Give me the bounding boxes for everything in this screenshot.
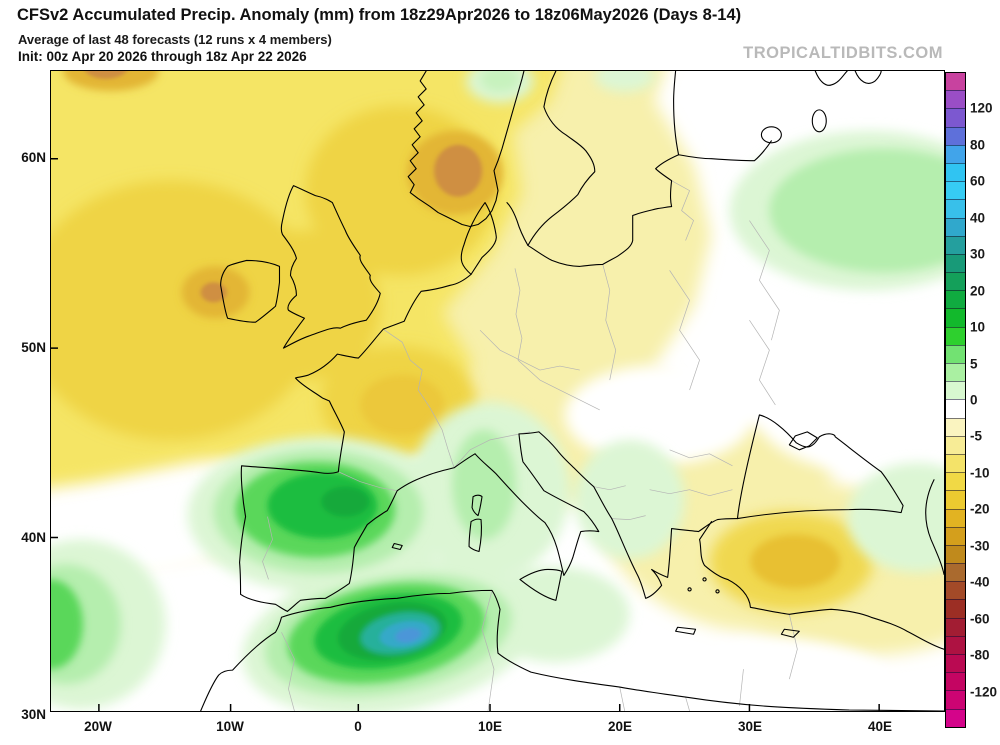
colorbar-segment bbox=[946, 344, 965, 363]
lon-label-20W: 20W bbox=[84, 719, 112, 734]
colorbar-segment bbox=[946, 672, 965, 691]
colorbar-segment bbox=[946, 253, 965, 273]
colorbar-segment bbox=[946, 435, 965, 454]
lat-label-50N: 50N bbox=[21, 340, 46, 355]
colorbar-segment bbox=[946, 290, 965, 309]
colorbar-label: 10 bbox=[970, 319, 986, 335]
colorbar-label: 80 bbox=[970, 137, 986, 153]
colorbar bbox=[945, 72, 966, 728]
colorbar-segment bbox=[946, 162, 965, 182]
map-canvas bbox=[51, 71, 944, 711]
colorbar-label: 0 bbox=[970, 392, 978, 408]
colorbar-segment bbox=[946, 326, 965, 345]
lat-label-40N: 40N bbox=[21, 530, 46, 545]
colorbar-segment bbox=[946, 181, 965, 200]
colorbar-segment bbox=[946, 635, 965, 654]
colorbar-segment bbox=[946, 453, 965, 473]
colorbar-segment bbox=[946, 508, 965, 527]
colorbar-segment bbox=[946, 73, 965, 91]
colorbar-labels: 120 80 60 40 30 20 10 5 0 -5 -10 -20 -30 -40 -60 -80 -12… bbox=[970, 72, 1000, 728]
init-info: Init: 00z Apr 20 2026 through 18z Apr 22… bbox=[18, 49, 307, 64]
colorbar-segment bbox=[946, 563, 965, 582]
colorbar-segment bbox=[946, 126, 965, 145]
colorbar-label: 40 bbox=[970, 210, 986, 226]
colorbar-segment bbox=[946, 526, 965, 545]
europe-map bbox=[50, 70, 945, 712]
watermark: TROPICALTIDBITS.COM bbox=[743, 44, 943, 62]
colorbar-label: -80 bbox=[970, 647, 990, 663]
colorbar-label: 60 bbox=[970, 173, 986, 189]
colorbar-segment bbox=[946, 235, 965, 254]
lat-label-30N: 30N bbox=[21, 707, 46, 722]
colorbar-label: 5 bbox=[970, 356, 978, 372]
colorbar-segment bbox=[946, 690, 965, 709]
colorbar-label: -20 bbox=[970, 501, 990, 517]
colorbar-segment bbox=[946, 108, 965, 127]
colorbar-label: -40 bbox=[970, 574, 990, 590]
colorbar-segment bbox=[946, 381, 965, 400]
colorbar-segment bbox=[946, 544, 965, 564]
colorbar-label: 30 bbox=[970, 246, 986, 262]
colorbar-label: -10 bbox=[970, 465, 990, 481]
lon-label-30E: 30E bbox=[737, 719, 763, 734]
lon-label-10E: 10E bbox=[477, 719, 503, 734]
lon-label-40E: 40E bbox=[867, 719, 893, 734]
colorbar-label: -120 bbox=[970, 684, 998, 700]
colorbar-segment bbox=[946, 399, 965, 418]
colorbar-label: -30 bbox=[970, 538, 990, 554]
map-title: CFSv2 Accumulated Precip. Anomaly (mm) f… bbox=[17, 6, 742, 24]
colorbar-segment bbox=[946, 363, 965, 382]
colorbar-segment bbox=[946, 144, 965, 163]
lat-label-60N: 60N bbox=[21, 150, 46, 165]
colorbar-segment bbox=[946, 472, 965, 491]
colorbar-label: -5 bbox=[970, 428, 983, 444]
colorbar-label: -60 bbox=[970, 611, 990, 627]
map-subtitle: Average of last 48 forecasts (12 runs x … bbox=[18, 32, 332, 47]
colorbar-segment bbox=[946, 217, 965, 236]
colorbar-segment bbox=[946, 708, 965, 727]
colorbar-label: 20 bbox=[970, 283, 986, 299]
colorbar-segment bbox=[946, 308, 965, 327]
colorbar-segment bbox=[946, 199, 965, 218]
colorbar-segment bbox=[946, 654, 965, 673]
colorbar-segment bbox=[946, 90, 965, 109]
colorbar-segment bbox=[946, 581, 965, 600]
colorbar-segment bbox=[946, 617, 965, 636]
colorbar-segment bbox=[946, 599, 965, 618]
colorbar-segment bbox=[946, 272, 965, 291]
colorbar-segment bbox=[946, 417, 965, 436]
lon-label-0: 0 bbox=[354, 719, 362, 734]
lon-label-10W: 10W bbox=[216, 719, 244, 734]
colorbar-label: 120 bbox=[970, 100, 993, 116]
lon-label-20E: 20E bbox=[607, 719, 633, 734]
colorbar-segment bbox=[946, 490, 965, 509]
